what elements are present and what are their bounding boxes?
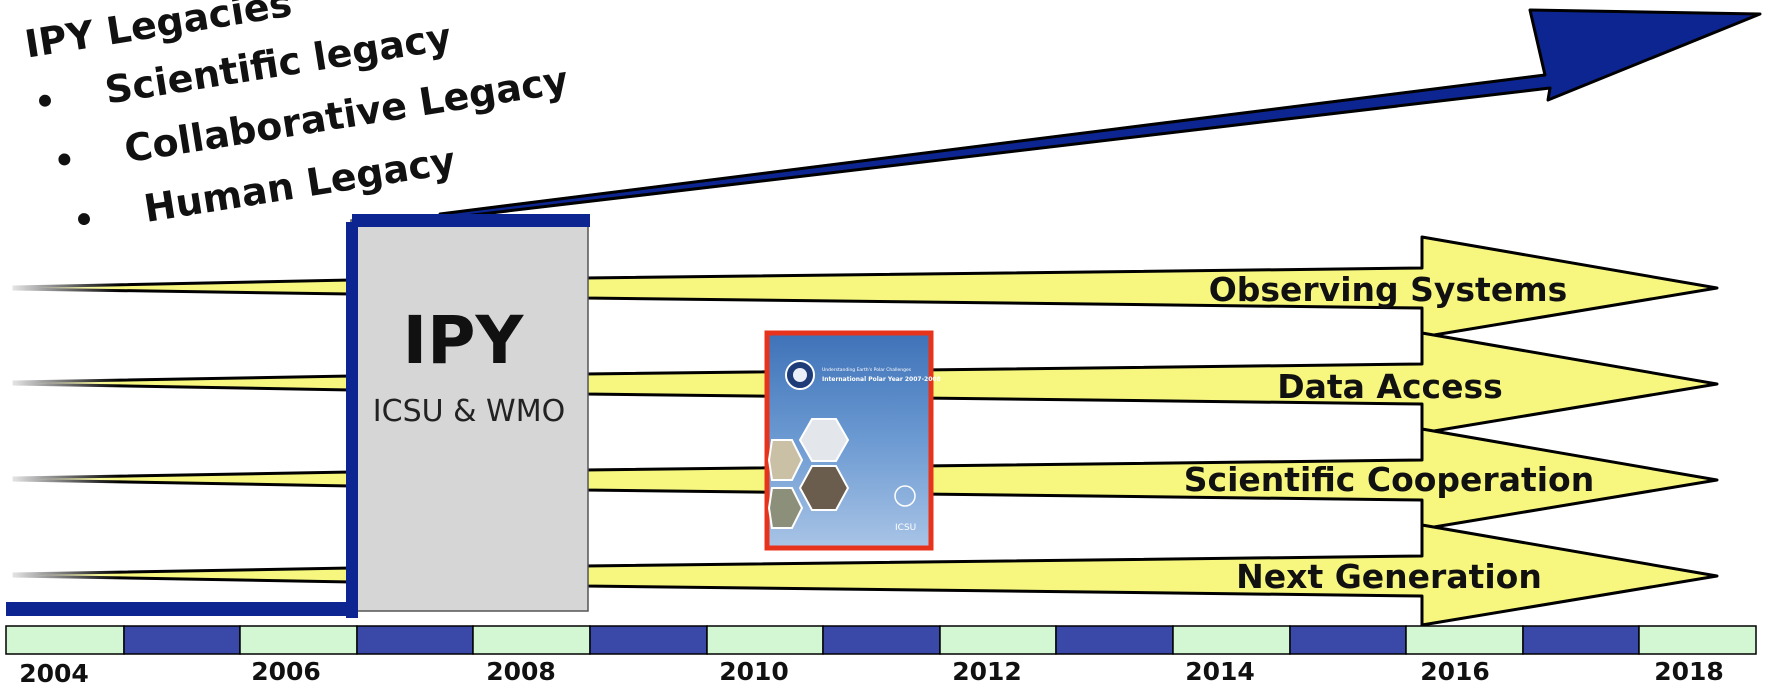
stream-label-observing: Observing Systems [1209, 270, 1568, 309]
cover-footer: ICSU [895, 523, 916, 533]
timeline-years: 2004 2006 2008 2010 2012 2014 2016 2018 [19, 657, 1724, 688]
year-label: 2014 [1185, 657, 1255, 686]
stream-arrow-cooperation [583, 427, 1719, 531]
cover-title: International Polar Year 2007-2008 [822, 376, 941, 383]
history-lines [0, 270, 352, 590]
ipy-box: IPY ICSU & WMO [6, 214, 590, 618]
stream-label-data: Data Access [1277, 367, 1503, 406]
big-blue-arrow-icon [438, 8, 1762, 220]
year-label: 2006 [251, 657, 321, 686]
year-label: 2008 [486, 657, 556, 686]
year-label: 2016 [1420, 657, 1490, 686]
year-label: 2012 [952, 657, 1022, 686]
cover-subtitle: Understanding Earth's Polar Challenges [822, 367, 912, 373]
year-label: 2004 [19, 659, 89, 687]
ipy-title: IPY [403, 302, 525, 379]
timeline-bar [5, 625, 1757, 655]
report-cover-image: Understanding Earth's Polar Challenges I… [764, 330, 941, 551]
stream-arrow-observing [583, 235, 1719, 339]
bullet: • [31, 81, 59, 124]
stream-arrows [583, 235, 1719, 627]
ipy-subtitle: ICSU & WMO [373, 394, 565, 429]
year-label: 2010 [719, 657, 789, 686]
stream-label-cooperation: Scientific Cooperation [1184, 460, 1594, 499]
bullet: • [51, 140, 79, 183]
stream-label-next: Next Generation [1236, 557, 1542, 596]
bullet: • [70, 199, 98, 242]
stream-arrow-next [583, 523, 1719, 627]
stream-arrow-data [583, 331, 1719, 435]
year-label: 2018 [1654, 657, 1724, 686]
